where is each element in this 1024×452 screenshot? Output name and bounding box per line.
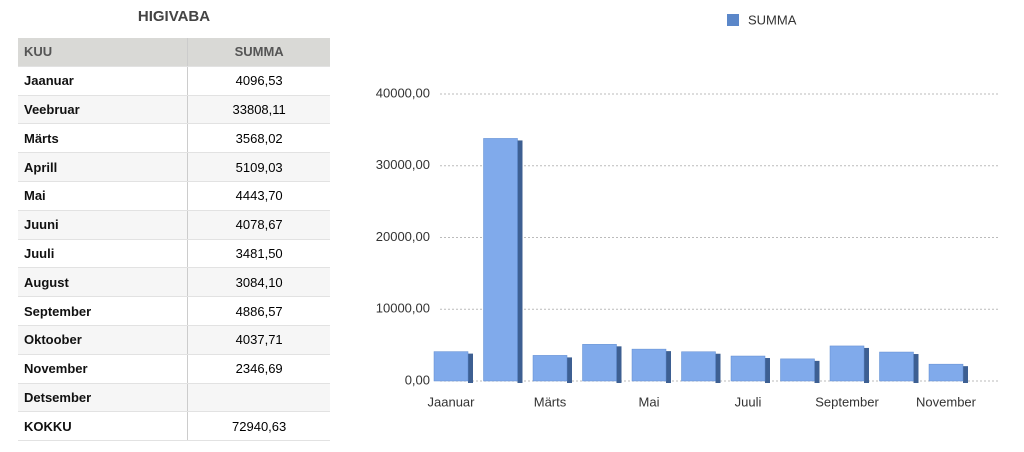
value-cell: 4096,53 — [187, 66, 330, 96]
bar-side — [963, 366, 968, 383]
bar-side — [715, 353, 721, 383]
table-row: Detsember — [18, 383, 330, 413]
label-cell: November — [18, 354, 188, 384]
data-table: KUU SUMMA Jaanuar 4096,53 Veebruar 33808,11… — [18, 38, 330, 442]
table-row: September 4886,57 — [18, 296, 330, 326]
x-tick-label: Mai — [639, 394, 660, 409]
table-row: November 2346,69 — [18, 354, 330, 384]
bar — [433, 351, 469, 382]
label-cell: Märts — [18, 123, 188, 154]
table-body: Jaanuar 4096,53 Veebruar 33808,11 Märts 3568,… — [18, 66, 330, 442]
value-cell: 33808,11 — [187, 95, 330, 125]
y-tick-label: 20000,00 — [376, 229, 430, 244]
value-cell: 4886,57 — [187, 296, 330, 326]
bar — [681, 351, 716, 382]
y-tick-label: 10000,00 — [376, 301, 430, 316]
x-tick-label: Juuli — [735, 394, 762, 409]
value-cell: 3481,50 — [187, 239, 330, 269]
header-cell: KUU — [18, 38, 188, 67]
bar — [928, 363, 964, 382]
x-tick-label: Märts — [534, 394, 567, 409]
label-cell: Juuli — [18, 239, 188, 269]
label-cell: KOKKU — [18, 411, 188, 442]
bar-side — [517, 140, 523, 383]
table-row: Mai 4443,70 — [18, 181, 330, 211]
legend-swatch — [727, 14, 739, 26]
bar-side — [864, 347, 869, 383]
value-cell: 3568,02 — [187, 123, 330, 154]
bar — [730, 355, 766, 382]
table-row: KOKKU 72940,63 — [18, 411, 330, 442]
table-row: Veebruar 33808,11 — [18, 95, 330, 125]
header-cell: SUMMA — [187, 38, 330, 67]
bar — [532, 355, 568, 382]
label-cell: Detsember — [18, 383, 188, 413]
label-cell: September — [18, 296, 188, 326]
table-row: Märts 3568,02 — [18, 123, 330, 154]
table-row: Juuni 4078,67 — [18, 210, 330, 240]
y-tick-label: 40000,00 — [376, 85, 430, 100]
value-cell: 4078,67 — [187, 210, 330, 240]
bar-side — [468, 353, 473, 383]
x-tick-label: November — [916, 394, 977, 409]
bar-side — [567, 357, 572, 383]
value-cell: 5109,03 — [187, 152, 330, 182]
bar — [780, 358, 815, 382]
legend-label: SUMMA — [748, 12, 797, 27]
bar-side — [814, 360, 820, 383]
value-cell — [187, 383, 330, 413]
bar-side — [666, 351, 671, 383]
label-cell: Oktoober — [18, 325, 188, 355]
value-cell: 4443,70 — [187, 181, 330, 211]
y-tick-label: 0,00 — [405, 372, 430, 387]
header-row: KUU SUMMA — [18, 38, 330, 67]
bar — [879, 351, 914, 382]
bar-side — [765, 358, 770, 383]
label-cell: Juuni — [18, 210, 188, 240]
value-cell: 3084,10 — [187, 267, 330, 298]
label-cell: Mai — [18, 181, 188, 211]
bar — [582, 344, 617, 382]
value-cell: 2346,69 — [187, 354, 330, 384]
y-tick-label: 30000,00 — [376, 157, 430, 172]
value-cell: 4037,71 — [187, 325, 330, 355]
label-cell: Veebruar — [18, 95, 188, 125]
label-cell: August — [18, 267, 188, 298]
x-tick-label: Jaanuar — [428, 394, 476, 409]
table-row: August 3084,10 — [18, 267, 330, 298]
table-row: Oktoober 4037,71 — [18, 325, 330, 355]
label-cell: Jaanuar — [18, 66, 188, 96]
bar-side — [616, 346, 622, 383]
x-tick-label: September — [815, 394, 879, 409]
bar — [483, 138, 518, 382]
bar — [829, 345, 865, 382]
table-row: Juuli 3481,50 — [18, 239, 330, 269]
table-row: Aprill 5109,03 — [18, 152, 330, 182]
table-title: HIGIVABA — [137, 8, 211, 25]
bar — [631, 348, 667, 382]
value-cell: 72940,63 — [187, 411, 330, 442]
bar-side — [913, 354, 919, 383]
table-row: Jaanuar 4096,53 — [18, 66, 330, 96]
label-cell: Aprill — [18, 152, 188, 182]
